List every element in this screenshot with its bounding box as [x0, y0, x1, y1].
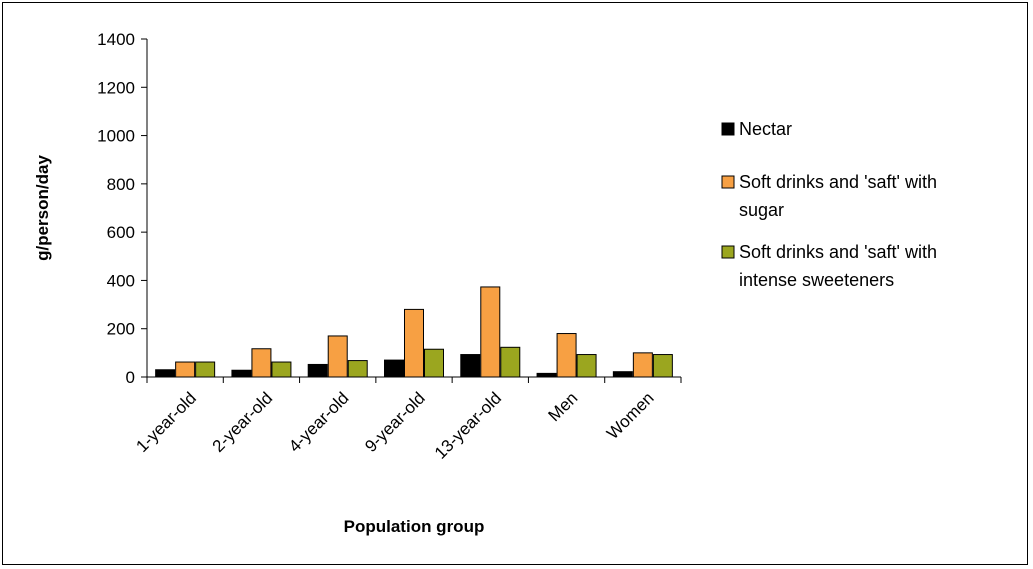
bar-1: [307, 363, 328, 378]
legend-label: sugar: [739, 200, 784, 220]
bar-2: [404, 308, 424, 378]
bar-1: [155, 369, 176, 378]
legend-label: Soft drinks and 'saft' with: [739, 242, 937, 262]
legend: Nectar Soft drinks and 'saft' with sugar So…: [721, 119, 937, 290]
bar-2: [175, 361, 196, 378]
y-tick-label: 200: [107, 320, 135, 339]
bar-1: [612, 371, 633, 378]
bar-2: [632, 352, 653, 378]
bar-2: [327, 335, 348, 378]
legend-swatch: [721, 122, 735, 136]
y-tick-label: 1200: [97, 78, 135, 97]
x-tick-label: 9-year-old: [361, 388, 429, 456]
bar-1: [384, 359, 404, 378]
bar-1: [231, 369, 252, 378]
bar-3: [347, 360, 368, 378]
x-axis-ticks: 1-year-old 2-year-old 4-year-old 9-year-old…: [132, 377, 682, 463]
y-tick-label: 600: [107, 223, 135, 242]
bar-3: [500, 346, 521, 378]
legend-label: intense sweeteners: [739, 270, 894, 290]
legend-swatch: [721, 245, 735, 259]
x-axis-title: Population group: [344, 517, 485, 536]
bar-3: [424, 348, 444, 378]
y-axis-title: g/person/day: [33, 155, 52, 261]
bars: [155, 286, 673, 378]
y-axis-ticks: 0 200 400 600 800 1000 1200 1400: [97, 30, 147, 387]
y-tick-label: 1400: [97, 30, 135, 49]
y-tick-label: 800: [107, 175, 135, 194]
bar-2: [480, 286, 501, 378]
x-tick-label: 2-year-old: [209, 388, 277, 456]
bar-1: [536, 372, 557, 378]
bar-3: [271, 361, 292, 378]
legend-label: Nectar: [739, 119, 792, 139]
legend-swatch: [721, 175, 735, 189]
bar-3: [576, 354, 597, 378]
x-tick-label: Women: [603, 388, 658, 443]
y-tick-label: 1000: [97, 127, 135, 146]
bar-3: [195, 361, 216, 378]
bar-2: [556, 333, 577, 378]
y-tick-label: 0: [126, 368, 135, 387]
bar-1: [460, 354, 481, 378]
x-tick-label: 13-year-old: [431, 388, 505, 462]
bar-3: [652, 354, 673, 378]
x-tick-label: 1-year-old: [132, 388, 200, 456]
y-tick-label: 400: [107, 271, 135, 290]
legend-label: Soft drinks and 'saft' with: [739, 172, 937, 192]
x-tick-label: 4-year-old: [285, 388, 353, 456]
bar-2: [251, 348, 272, 378]
x-tick-label: Men: [545, 388, 582, 425]
